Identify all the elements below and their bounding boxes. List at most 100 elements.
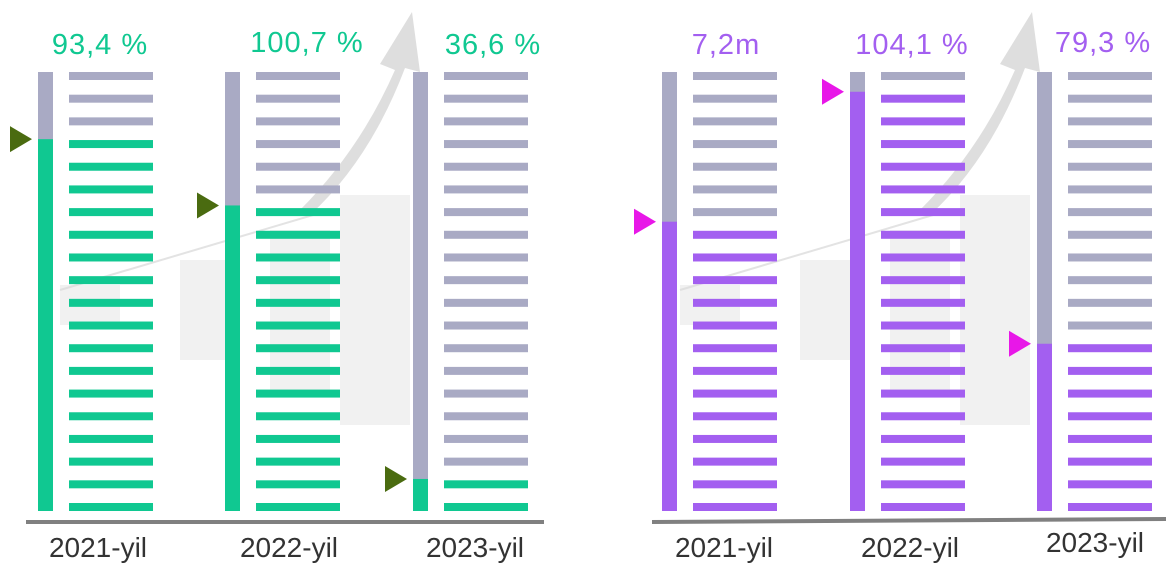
gauge-stripe-left-2023-yil [444, 389, 528, 398]
gauge-stripe-left-2022-yil [256, 366, 340, 375]
value-label-left-2021: 93,4 % [52, 29, 148, 61]
gauge-stripe-left-2021-yil [69, 366, 153, 375]
value-label-left-2022: 100,7 % [250, 27, 363, 59]
gauge-stripe-right-2023-yil [1068, 298, 1152, 307]
gauge-stripe-left-2023-yil [444, 480, 528, 489]
gauge-stripe-left-2023-yil [444, 321, 528, 330]
gauge-stripe-left-2021-yil [69, 434, 153, 443]
gauge-stripe-left-2022-yil [256, 412, 340, 421]
gauge-stripe-right-2023-yil [1068, 94, 1152, 103]
gauge-stripe-left-2022-yil [256, 72, 340, 80]
gauge-stripe-right-2021-yil [693, 185, 777, 194]
gauge-stripe-left-2021-yil [69, 503, 153, 511]
gauge-stripe-right-2021-yil [693, 230, 777, 239]
gauge-stripe-right-2021-yil [693, 94, 777, 103]
gauge-stripe-left-2022-yil [256, 457, 340, 466]
gauge-stripe-right-2023-yil [1068, 276, 1152, 285]
gauge-stripe-left-2022-yil [256, 230, 340, 239]
gauge-stripe-right-2021-yil [693, 208, 777, 217]
gauge-stripe-left-2021-yil [69, 389, 153, 398]
level-marker-icon-right-2021-yil [634, 208, 656, 235]
gauge-stripe-left-2022-yil [256, 503, 340, 511]
gauge-stripe-right-2023-yil [1068, 344, 1152, 353]
gauge-stripe-left-2021-yil [69, 298, 153, 307]
gauge-stripe-right-2022-yil [881, 366, 965, 375]
gauge-bar-fill-left-2021-yil [38, 139, 53, 512]
gauge-stripe-right-2022-yil [881, 253, 965, 262]
gauge-stripe-right-2023-yil [1068, 321, 1152, 330]
year-label-left-2021: 2021-yil [49, 532, 147, 563]
gauge-stripe-right-2022-yil [881, 298, 965, 307]
gauge-stripe-left-2021-yil [69, 140, 153, 149]
level-marker-icon-left-2022-yil [197, 192, 219, 219]
gauge-stripe-right-2021-yil [693, 503, 777, 511]
gauge-stripe-right-2022-yil [881, 434, 965, 443]
year-label-right-2022: 2022-yil [861, 532, 959, 563]
background-growth-graphic-right [679, 12, 1040, 425]
gauge-stripe-right-2023-yil [1068, 253, 1152, 262]
year-label-right-2023: 2023-yil [1046, 527, 1144, 558]
gauge-stripe-right-2023-yil [1068, 162, 1152, 171]
year-label-left-2022: 2022-yil [240, 532, 338, 563]
gauge-stripe-right-2021-yil [693, 72, 777, 80]
gauge-stripe-left-2022-yil [256, 162, 340, 171]
gauge-stripe-left-2021-yil [69, 162, 153, 171]
gauge-stripe-right-2021-yil [693, 117, 777, 126]
gauge-stripe-left-2023-yil [444, 434, 528, 443]
gauge-stripe-right-2023-yil [1068, 480, 1152, 489]
gauge-stripe-left-2021-yil [69, 457, 153, 466]
gauge-stripe-left-2023-yil [444, 140, 528, 149]
gauge-stripe-left-2021-yil [69, 230, 153, 239]
gauge-bar-track-left-2023-yil [413, 72, 428, 511]
gauge-stripe-left-2023-yil [444, 94, 528, 103]
gauge-stripe-right-2023-yil [1068, 366, 1152, 375]
gauge-stripe-right-2023-yil [1068, 434, 1152, 443]
gauge-stripe-right-2021-yil [693, 412, 777, 421]
gauge-stripe-right-2021-yil [693, 253, 777, 262]
gauge-stripe-left-2021-yil [69, 344, 153, 353]
gauge-stripe-left-2022-yil [256, 185, 340, 194]
gauge-stripe-left-2021-yil [69, 276, 153, 285]
background-growth-graphic-left [59, 12, 420, 425]
gauge-stripe-left-2021-yil [69, 321, 153, 330]
gauge-stripe-right-2022-yil [881, 344, 965, 353]
gauge-stripe-right-2022-yil [881, 321, 965, 330]
gauge-stripe-right-2023-yil [1068, 412, 1152, 421]
gauge-stripe-left-2023-yil [444, 412, 528, 421]
value-label-left-2023: 36,6 % [445, 29, 541, 61]
gauge-stripe-left-2023-yil [444, 117, 528, 126]
gauge-stripe-right-2023-yil [1068, 230, 1152, 239]
gauge-stripe-right-2022-yil [881, 276, 965, 285]
value-label-right-2023: 79,3 % [1055, 27, 1151, 59]
year-label-left-2023: 2023-yil [426, 532, 524, 563]
gauge-stripe-left-2023-yil [444, 185, 528, 194]
gauge-stripe-right-2021-yil [693, 389, 777, 398]
gauge-stripe-right-2022-yil [881, 94, 965, 103]
gauge-stripe-right-2021-yil [693, 298, 777, 307]
gauge-stripe-left-2022-yil [256, 389, 340, 398]
gauge-stripe-right-2022-yil [881, 480, 965, 489]
gauge-stripe-right-2023-yil [1068, 185, 1152, 194]
level-marker-icon-right-2022-yil [822, 78, 844, 105]
gauge-stripe-left-2022-yil [256, 117, 340, 126]
gauge-stripe-left-2023-yil [444, 208, 528, 217]
gauge-stripe-left-2021-yil [69, 185, 153, 194]
gauge-stripe-left-2022-yil [256, 344, 340, 353]
gauge-stripe-right-2022-yil [881, 117, 965, 126]
gauge-stripe-right-2022-yil [881, 162, 965, 171]
gauge-stripe-right-2023-yil [1068, 208, 1152, 217]
gauge-stripe-left-2023-yil [444, 72, 528, 80]
gauge-bar-fill-left-2023-yil [413, 478, 428, 511]
gauge-stripe-left-2022-yil [256, 94, 340, 103]
gauge-bar-fill-left-2022-yil [225, 205, 240, 511]
gauge-stripe-left-2021-yil [69, 117, 153, 126]
gauge-stripe-left-2022-yil [256, 253, 340, 262]
gauge-stripe-right-2021-yil [693, 366, 777, 375]
gauge-stripe-right-2021-yil [693, 434, 777, 443]
gauge-stripe-right-2022-yil [881, 208, 965, 217]
gauge-stripe-left-2021-yil [69, 480, 153, 489]
gauge-bar-fill-right-2023-yil [1037, 343, 1052, 511]
gauge-stripe-left-2022-yil [256, 298, 340, 307]
value-label-right-2021: 7,2m [692, 29, 760, 61]
